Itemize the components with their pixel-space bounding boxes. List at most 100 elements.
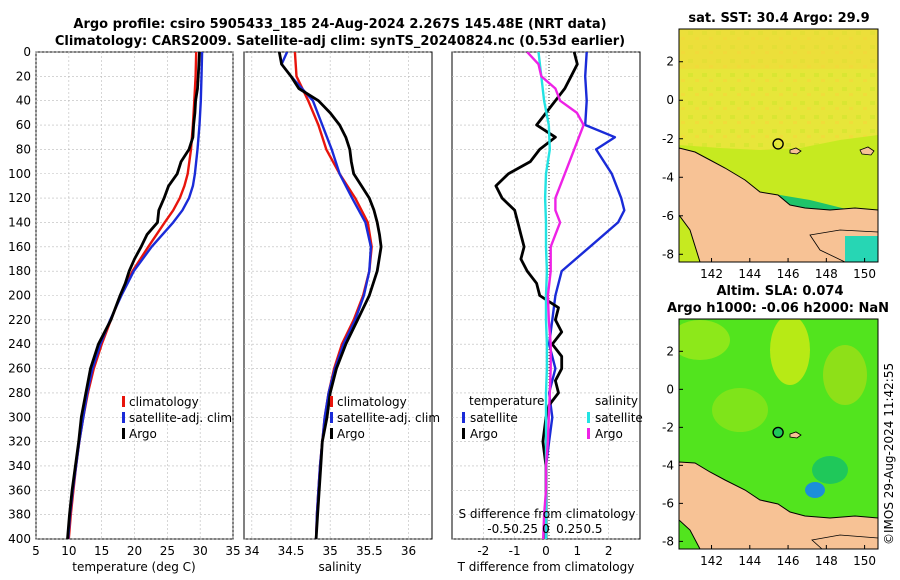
sst-float-marker: [772, 138, 784, 150]
x-tick-label: 20: [127, 544, 142, 558]
map-x-tick-label: 150: [853, 267, 876, 281]
imos-credit: ©IMOS 29-Aug-2024 11:42:55: [882, 363, 896, 545]
chart-title-line1: Argo profile: csiro 5905433_185 24-Aug-2…: [73, 17, 606, 32]
sla-anomaly-1: [679, 320, 730, 360]
map-y-tick-label: -4: [662, 458, 674, 472]
temperature-panel: 0 20 40 60 80 100 120 140 160 180 200 220 240 260 280 3…: [8, 45, 241, 574]
y-tick-label: 40: [16, 94, 31, 108]
x-tick-label: 1: [574, 544, 582, 558]
y-tick-label: 140: [8, 215, 31, 229]
x-tick-label: 35: [323, 544, 338, 558]
s-tick-label: 0.25: [556, 522, 583, 536]
legend-label-s-argo: Argo: [595, 427, 623, 441]
y-tick-label: 280: [8, 386, 31, 400]
sla-map-frame: [678, 318, 879, 550]
sla-map-title: Altim. SLA: 0.074: [717, 284, 844, 299]
map-y-tick-label: -6: [662, 209, 674, 223]
sst-island-east: [859, 146, 875, 156]
map-y-tick-label: 0: [666, 382, 674, 396]
sst-map-title: sat. SST: 30.4 Argo: 29.9: [688, 11, 869, 26]
legend-label-satellite: satellite-adj. clim: [337, 411, 440, 425]
y-tick-label: 400: [8, 532, 31, 546]
sla-anomaly-4: [712, 388, 768, 432]
legend-label-climatology: climatology: [129, 395, 199, 409]
legend-label-climatology: climatology: [337, 395, 407, 409]
y-tick-label: 0: [23, 45, 31, 59]
sst-map-frame: [678, 28, 879, 263]
t-difference-xlabel: T difference from climatology: [457, 560, 635, 574]
sst-island: [789, 147, 802, 155]
sla-anomaly-5: [812, 456, 848, 484]
sla-land-newguinea: [679, 461, 878, 549]
map-x-tick-label: 148: [815, 554, 838, 568]
y-tick-label: 80: [16, 142, 31, 156]
series-line-argo: [66, 52, 201, 539]
difference-panel: -2 -1 0 1 2 S difference from climatology -0…: [451, 51, 643, 574]
x-tick-label: 35.5: [356, 544, 383, 558]
legend-label-t-argo: Argo: [470, 427, 498, 441]
s-tick-label: 0: [542, 522, 550, 536]
legend-label-temperature: temperature: [469, 394, 544, 408]
x-tick-label: 5: [32, 544, 40, 558]
y-tick-label: 340: [8, 459, 31, 473]
map-y-tick-label: 2: [666, 344, 674, 358]
sst-map-panel: sat. SST: 30.4 Argo: 29.9 142 144 146 148 15…: [662, 11, 879, 281]
x-tick-label: 15: [94, 544, 109, 558]
y-tick-label: 240: [8, 337, 31, 351]
y-tick-label: 160: [8, 240, 31, 254]
x-tick-label: 34.5: [278, 544, 305, 558]
y-tick-label: 120: [8, 191, 31, 205]
temperature-legend: climatology satellite-adj. clim Argo: [122, 395, 232, 441]
legend-label-t-satellite: satellite: [470, 411, 518, 425]
sla-map-subtitle: Argo h1000: -0.06 h2000: NaN: [667, 301, 889, 316]
map-x-tick-label: 148: [815, 267, 838, 281]
sla-land-newbritain: [811, 534, 878, 549]
map-x-tick-label: 146: [777, 554, 800, 568]
map-x-tick-label: 144: [738, 267, 761, 281]
sst-cyan-patch: [845, 236, 878, 262]
legend-swatch-t-argo: [462, 428, 465, 439]
y-tick-label: 60: [16, 118, 31, 132]
map-y-tick-label: 0: [666, 93, 674, 107]
s-difference-xlabel: S difference from climatology: [459, 507, 636, 521]
x-tick-label: 10: [61, 544, 76, 558]
x-tick-label: 30: [193, 544, 208, 558]
legend-swatch-t-satellite: [462, 412, 465, 423]
y-tick-label: 220: [8, 313, 31, 327]
salinity-xlabel: salinity: [318, 560, 361, 574]
legend-swatch-argo: [122, 428, 125, 439]
map-y-tick-label: 2: [666, 55, 674, 69]
x-tick-label: 34: [244, 544, 259, 558]
y-tick-label: 180: [8, 264, 31, 278]
s-tick-label: -0.25: [507, 522, 538, 536]
series-line-argo: [277, 52, 383, 539]
temperature-xlabel: temperature (deg C): [72, 560, 195, 574]
chart-title-line2: Climatology: CARS2009. Satellite-adj cli…: [55, 34, 625, 49]
x-tick-label: 25: [160, 544, 175, 558]
map-y-tick-label: -8: [662, 247, 674, 261]
series-line-s-argo: [526, 52, 585, 539]
map-x-tick-label: 144: [738, 554, 761, 568]
map-x-tick-label: 150: [853, 554, 876, 568]
map-y-tick-label: -8: [662, 534, 674, 548]
legend-label-argo: Argo: [129, 427, 157, 441]
y-tick-label: 200: [8, 289, 31, 303]
legend-label-salinity: salinity: [595, 394, 638, 408]
legend-label-satellite: satellite-adj. clim: [129, 411, 232, 425]
map-y-tick-label: -6: [662, 496, 674, 510]
legend-label-argo: Argo: [337, 427, 365, 441]
sla-map-panel: Altim. SLA: 0.074 Argo h1000: -0.06 h200…: [662, 284, 889, 568]
legend-swatch-climatology: [122, 396, 125, 407]
y-tick-label: 100: [8, 167, 31, 181]
x-tick-label: -2: [477, 544, 489, 558]
x-tick-label: -1: [509, 544, 521, 558]
x-tick-label: 2: [605, 544, 613, 558]
y-tick-label: 300: [8, 410, 31, 424]
x-tick-label: 0: [542, 544, 550, 558]
salinity-panel: 34 34.5 35 35.5 36 salinity climatology sate…: [243, 51, 440, 574]
y-tick-label: 320: [8, 435, 31, 449]
sst-warm-band: [679, 29, 878, 69]
map-x-tick-label: 146: [777, 267, 800, 281]
s-tick-label: -0.5: [487, 522, 510, 536]
